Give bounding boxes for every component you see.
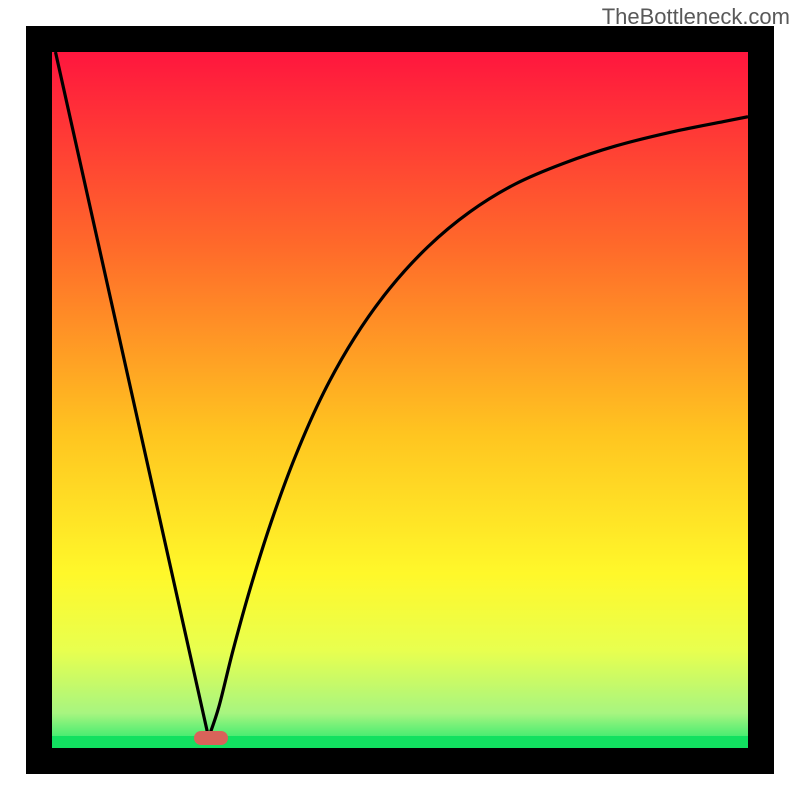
left-line-path	[55, 52, 208, 738]
watermark-label: TheBottleneck.com	[602, 4, 790, 30]
bottleneck-chart: TheBottleneck.com	[0, 0, 800, 800]
right-curve-path	[209, 117, 748, 738]
plot-area	[52, 52, 748, 748]
minimum-marker	[194, 731, 228, 745]
curve-layer	[52, 52, 748, 748]
